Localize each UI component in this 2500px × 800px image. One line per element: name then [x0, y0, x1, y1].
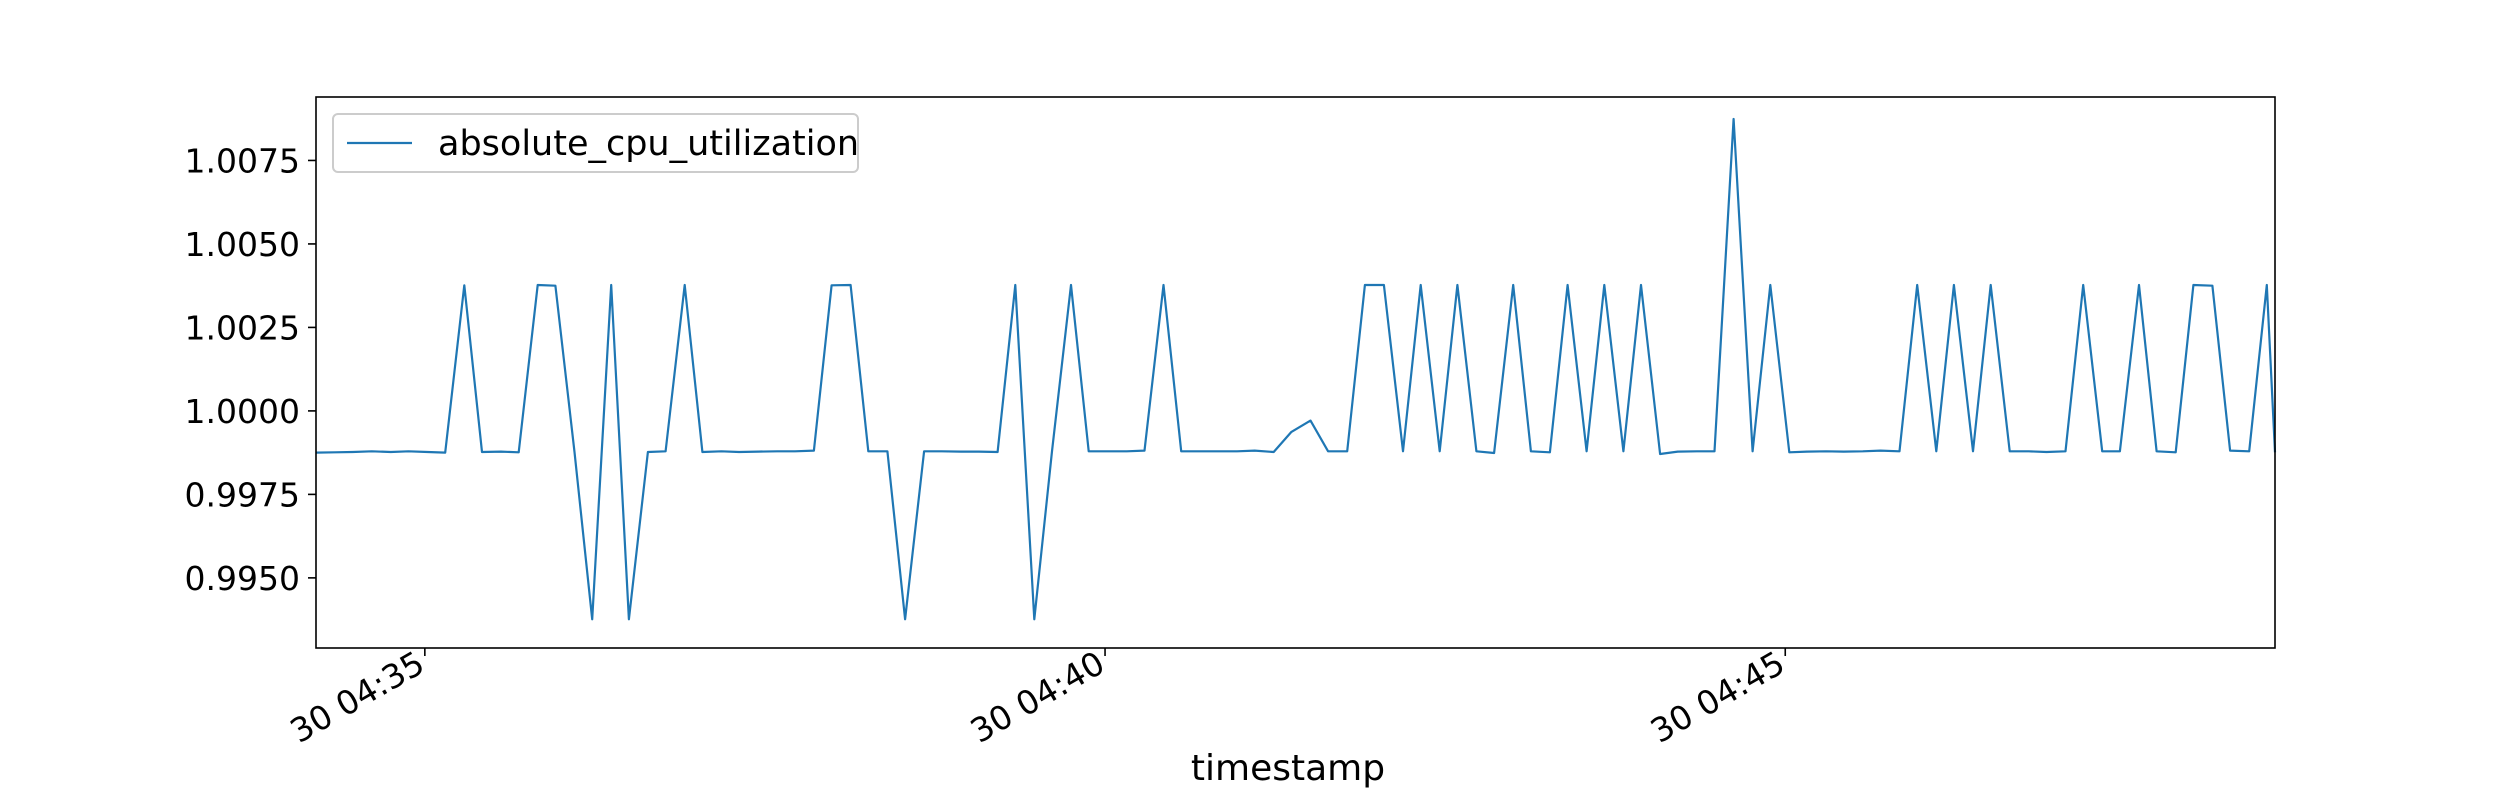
x-tick-label: 30 04:40 [964, 643, 1111, 751]
y-tick-label: 1.0075 [185, 141, 300, 180]
legend-label: absolute_cpu_utilization [438, 124, 859, 164]
x-tick-label: 30 04:35 [284, 643, 431, 751]
x-axis-title: timestamp [1191, 748, 1385, 789]
y-tick-label: 1.0000 [185, 392, 300, 431]
y-tick-label: 0.9950 [185, 559, 300, 598]
plot-frame [315, 96, 2276, 649]
x-tick-label: 30 04:45 [1644, 643, 1791, 751]
y-tick-label: 1.0050 [185, 225, 300, 264]
y-tick-label: 0.9975 [185, 475, 300, 514]
legend-box [332, 113, 859, 173]
plot-area [315, 96, 2277, 649]
legend: absolute_cpu_utilization [332, 113, 859, 173]
y-axis: 0.9950 0.9975 1.0000 1.0025 1.0050 1.0075 [185, 141, 316, 598]
x-axis: 30 04:35 30 04:40 30 04:45 [284, 643, 1792, 751]
series-line-0 [315, 117, 2277, 621]
y-tick-label: 1.0025 [185, 308, 300, 347]
